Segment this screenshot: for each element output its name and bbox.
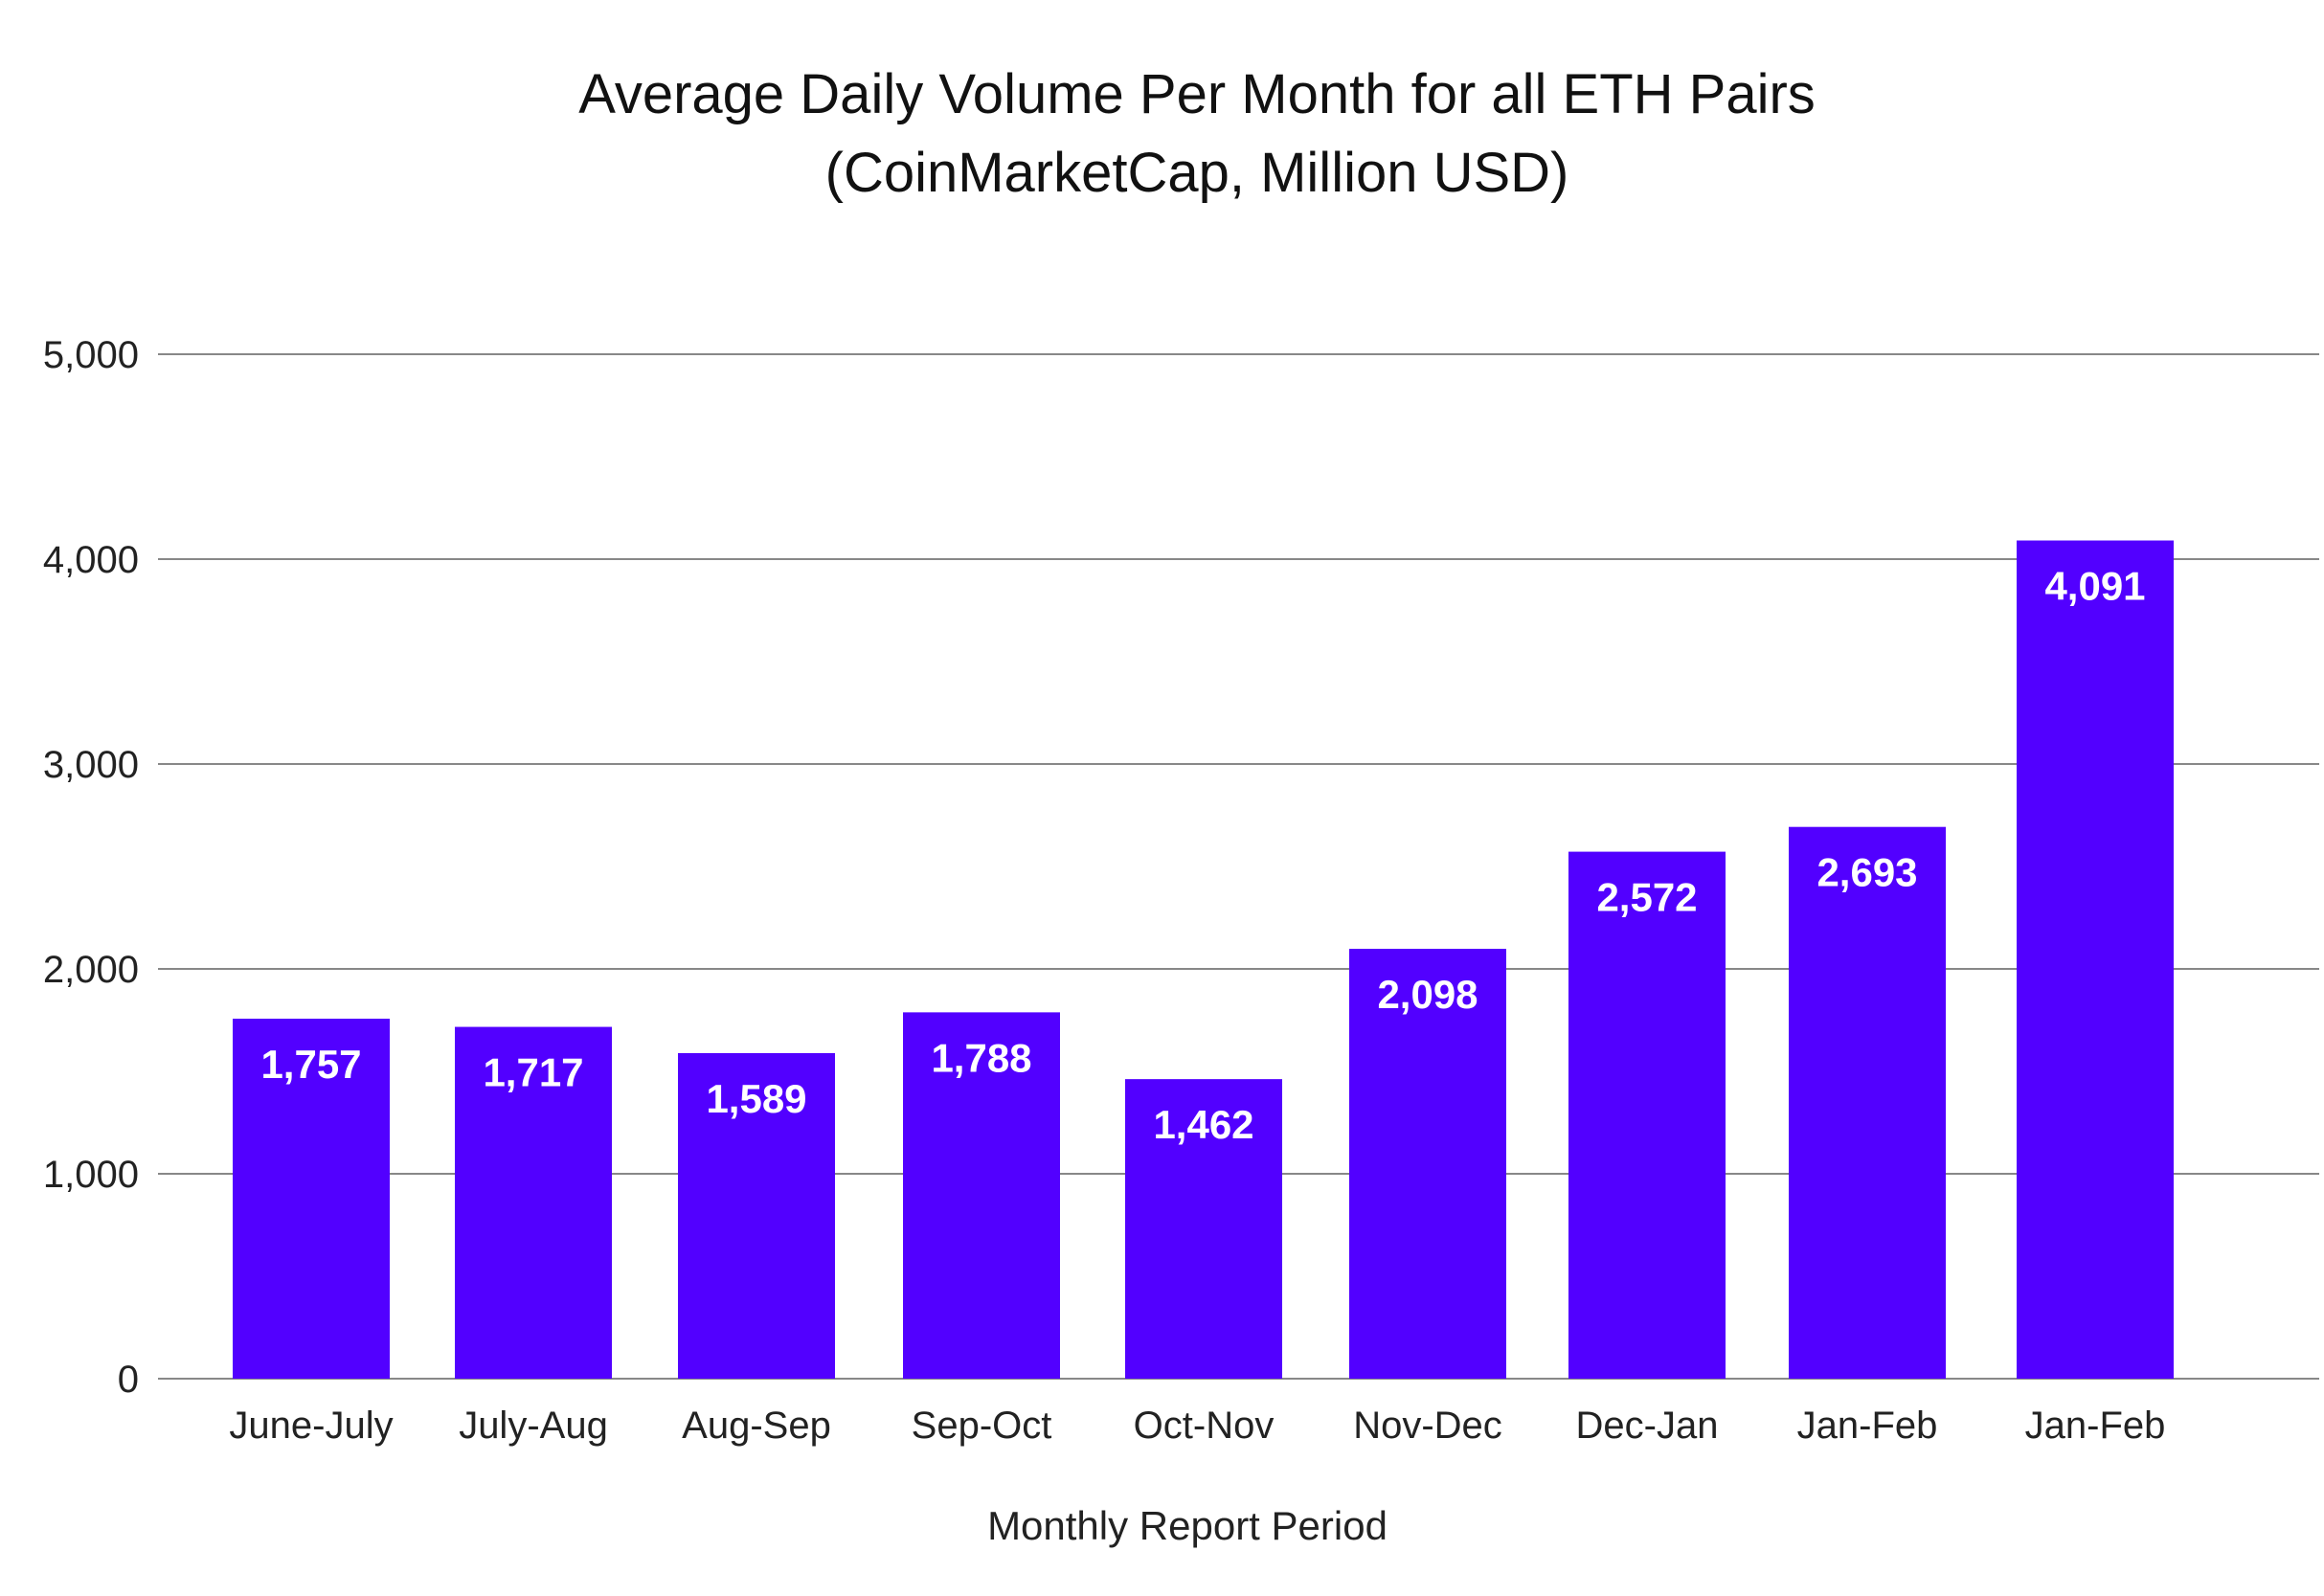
x-axis-title: Monthly Report Period xyxy=(987,1503,1388,1548)
x-axis-categories: June-July July-Aug Aug-Sep Sep-Oct Oct-Nov No… xyxy=(229,1405,2165,1447)
data-label-4: 1,788 xyxy=(931,1035,1031,1080)
chart-title-block: Average Daily Volume Per Month for all E… xyxy=(0,56,2324,213)
bar-5 xyxy=(1125,1079,1282,1379)
bar-3 xyxy=(678,1052,835,1379)
y-axis-ticks: 0 1,000 2,000 3,000 4,000 5,000 xyxy=(43,334,139,1401)
data-label-2: 1,717 xyxy=(483,1050,583,1095)
bar-6 xyxy=(1349,949,1506,1379)
data-label-5: 1,462 xyxy=(1153,1102,1253,1147)
bar-8 xyxy=(1789,826,1946,1379)
bar-9 xyxy=(2017,540,2174,1379)
x-tick-label-4: Sep-Oct xyxy=(912,1405,1052,1447)
x-tick-label-6: Nov-Dec xyxy=(1353,1405,1502,1447)
data-labels: 1,757 1,717 1,589 1,788 1,462 2,098 2,572 2,693… xyxy=(260,564,2145,1148)
y-tick-label-4000: 4,000 xyxy=(43,539,139,581)
x-tick-label-5: Oct-Nov xyxy=(1134,1405,1275,1447)
chart-title: Average Daily Volume Per Month for all E… xyxy=(578,63,1816,125)
x-tick-label-3: Aug-Sep xyxy=(682,1405,831,1447)
data-label-8: 2,693 xyxy=(1816,850,1917,895)
data-label-6: 2,098 xyxy=(1377,972,1478,1017)
x-tick-label-8: Jan-Feb xyxy=(1797,1405,1938,1447)
x-tick-label-1: June-July xyxy=(229,1405,393,1447)
bar-1 xyxy=(233,1019,390,1379)
y-tick-label-2000: 2,000 xyxy=(43,949,139,991)
bar-2 xyxy=(455,1026,612,1379)
bars xyxy=(233,540,2174,1379)
data-label-1: 1,757 xyxy=(260,1042,361,1087)
x-tick-label-7: Dec-Jan xyxy=(1576,1405,1719,1447)
bar-7 xyxy=(1568,851,1726,1379)
y-tick-label-3000: 3,000 xyxy=(43,744,139,786)
y-tick-label-0: 0 xyxy=(118,1359,139,1401)
chart-subtitle: (CoinMarketCap, Million USD) xyxy=(824,142,1569,204)
data-label-7: 2,572 xyxy=(1596,875,1697,920)
x-tick-label-9: Jan-Feb xyxy=(2025,1405,2166,1447)
y-tick-label-1000: 1,000 xyxy=(43,1154,139,1196)
data-label-9: 4,091 xyxy=(2044,564,2145,609)
data-label-3: 1,589 xyxy=(706,1076,806,1121)
x-tick-label-2: July-Aug xyxy=(459,1405,608,1447)
y-tick-label-5000: 5,000 xyxy=(43,334,139,376)
bar-4 xyxy=(903,1012,1060,1379)
